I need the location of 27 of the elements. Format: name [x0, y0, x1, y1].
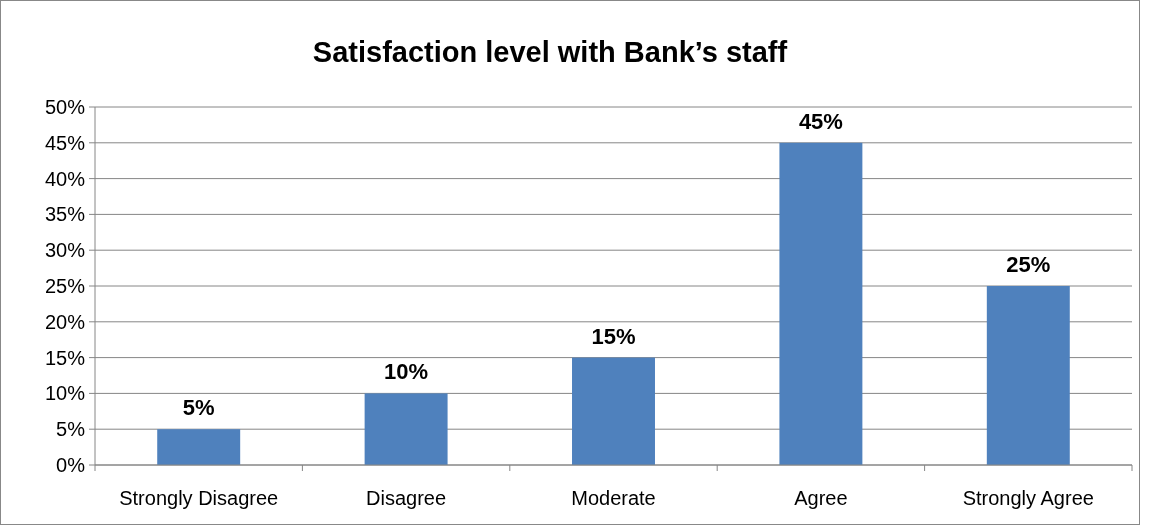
x-tick-label: Disagree: [366, 487, 447, 509]
bar: [986, 286, 1070, 465]
y-tick-label: 35%: [44, 203, 86, 226]
bar: [157, 429, 241, 465]
y-tick-label: 45%: [44, 131, 86, 154]
x-tick-label: Strongly Agree: [962, 487, 1094, 509]
bar: [779, 142, 863, 465]
y-tick-label: 25%: [44, 275, 86, 297]
y-tick-label: 30%: [44, 239, 86, 262]
data-label: 10%: [384, 359, 429, 385]
x-tick-label: Agree: [794, 487, 848, 509]
y-tick-label: 15%: [44, 346, 86, 369]
chart-title: Satisfaction level with Bank’s staff: [312, 36, 788, 68]
bar: [364, 393, 448, 465]
data-label: 5%: [182, 395, 215, 421]
y-tick-label: 50%: [44, 96, 86, 118]
y-tick-label: 0%: [56, 454, 86, 476]
data-label: 45%: [798, 108, 843, 134]
y-tick-label: 40%: [44, 167, 86, 190]
y-tick-label: 20%: [44, 310, 86, 333]
x-tick-label: Moderate: [571, 487, 656, 509]
bar: [572, 357, 655, 465]
y-tick-label: 10%: [44, 382, 86, 405]
x-tick-label: Strongly Disagree: [119, 487, 279, 509]
y-tick-label: 5%: [56, 418, 86, 441]
data-label: 25%: [1006, 252, 1051, 277]
data-label: 15%: [591, 323, 636, 349]
